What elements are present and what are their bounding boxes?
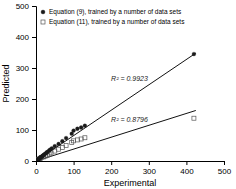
tick-label: 400 — [16, 33, 30, 42]
point — [192, 52, 196, 56]
tick-label: 300 — [143, 167, 157, 176]
tick-mark — [224, 161, 225, 165]
point — [192, 116, 196, 120]
tick-mark — [32, 99, 36, 100]
tick-mark — [32, 68, 36, 69]
tick-label: 300 — [16, 64, 30, 73]
tick-label: 0 — [25, 157, 30, 166]
point — [64, 136, 68, 140]
axis-line — [32, 7, 37, 162]
series-points — [36, 116, 196, 161]
tick: 200 — [105, 161, 119, 176]
tick: 0 — [25, 157, 36, 166]
tick: 500 — [16, 2, 36, 11]
tick-mark — [32, 6, 36, 7]
point — [53, 149, 57, 153]
tick: 400 — [16, 33, 36, 42]
annotation: R² = 0.8796 — [111, 116, 148, 123]
point — [79, 126, 83, 130]
point — [75, 138, 79, 142]
tick-mark — [32, 161, 36, 162]
tick-label: 100 — [16, 126, 30, 135]
tick: 400 — [180, 161, 194, 176]
legend-label: Equation (9), trained by a number of dat… — [49, 8, 182, 16]
annotation: R² = 0.9923 — [111, 75, 148, 82]
point — [53, 144, 57, 148]
trend-line — [36, 53, 196, 161]
tick-label: 100 — [67, 167, 81, 176]
tick-mark — [149, 161, 150, 165]
tick: 100 — [16, 126, 36, 135]
y-axis-title: Predicted — [1, 64, 11, 102]
tick-mark — [32, 37, 36, 38]
trend-line — [36, 110, 196, 161]
point — [83, 124, 87, 128]
tick-label: 0 — [34, 167, 39, 176]
axis-line — [37, 162, 225, 166]
point — [64, 144, 68, 148]
legend-symbol — [41, 20, 45, 24]
legend: Equation (9), trained by a number of dat… — [41, 8, 185, 26]
point — [72, 129, 76, 133]
point — [83, 136, 87, 140]
point — [60, 139, 64, 143]
point — [72, 139, 76, 143]
tick: 100 — [67, 161, 81, 176]
plot-area — [36, 52, 196, 161]
series-points — [36, 52, 196, 161]
x-axis-title: Experimental — [104, 178, 157, 188]
legend-symbol — [41, 10, 45, 14]
point — [60, 145, 64, 149]
tick: 0 — [34, 161, 39, 176]
tick-label: 500 — [16, 2, 30, 11]
point — [79, 137, 83, 141]
tick: 300 — [143, 161, 157, 176]
legend-label: Equation (11), trained by a number of da… — [49, 18, 185, 26]
tick-mark — [186, 161, 187, 165]
tick: 300 — [16, 64, 36, 73]
point — [75, 127, 79, 131]
tick-label: 400 — [180, 167, 194, 176]
legend-item: Equation (9), trained by a number of dat… — [41, 8, 182, 16]
point — [57, 147, 61, 151]
tick-mark — [32, 130, 36, 131]
y-axis: 0 100 200 300 400 500 — [16, 2, 37, 166]
tick-label: 200 — [105, 167, 119, 176]
legend-item: Equation (11), trained by a number of da… — [41, 18, 185, 26]
tick-mark — [111, 161, 112, 165]
tick: 500 — [218, 161, 232, 176]
chart: 0 100 200 300 400 500 0 100 200 300 400 500 Experime… — [0, 0, 236, 189]
x-axis: 0 100 200 300 400 500 — [34, 161, 231, 176]
tick-label: 200 — [16, 95, 30, 104]
tick-mark — [74, 161, 75, 165]
tick: 200 — [16, 95, 36, 104]
tick-label: 500 — [218, 167, 232, 176]
point — [57, 142, 61, 146]
